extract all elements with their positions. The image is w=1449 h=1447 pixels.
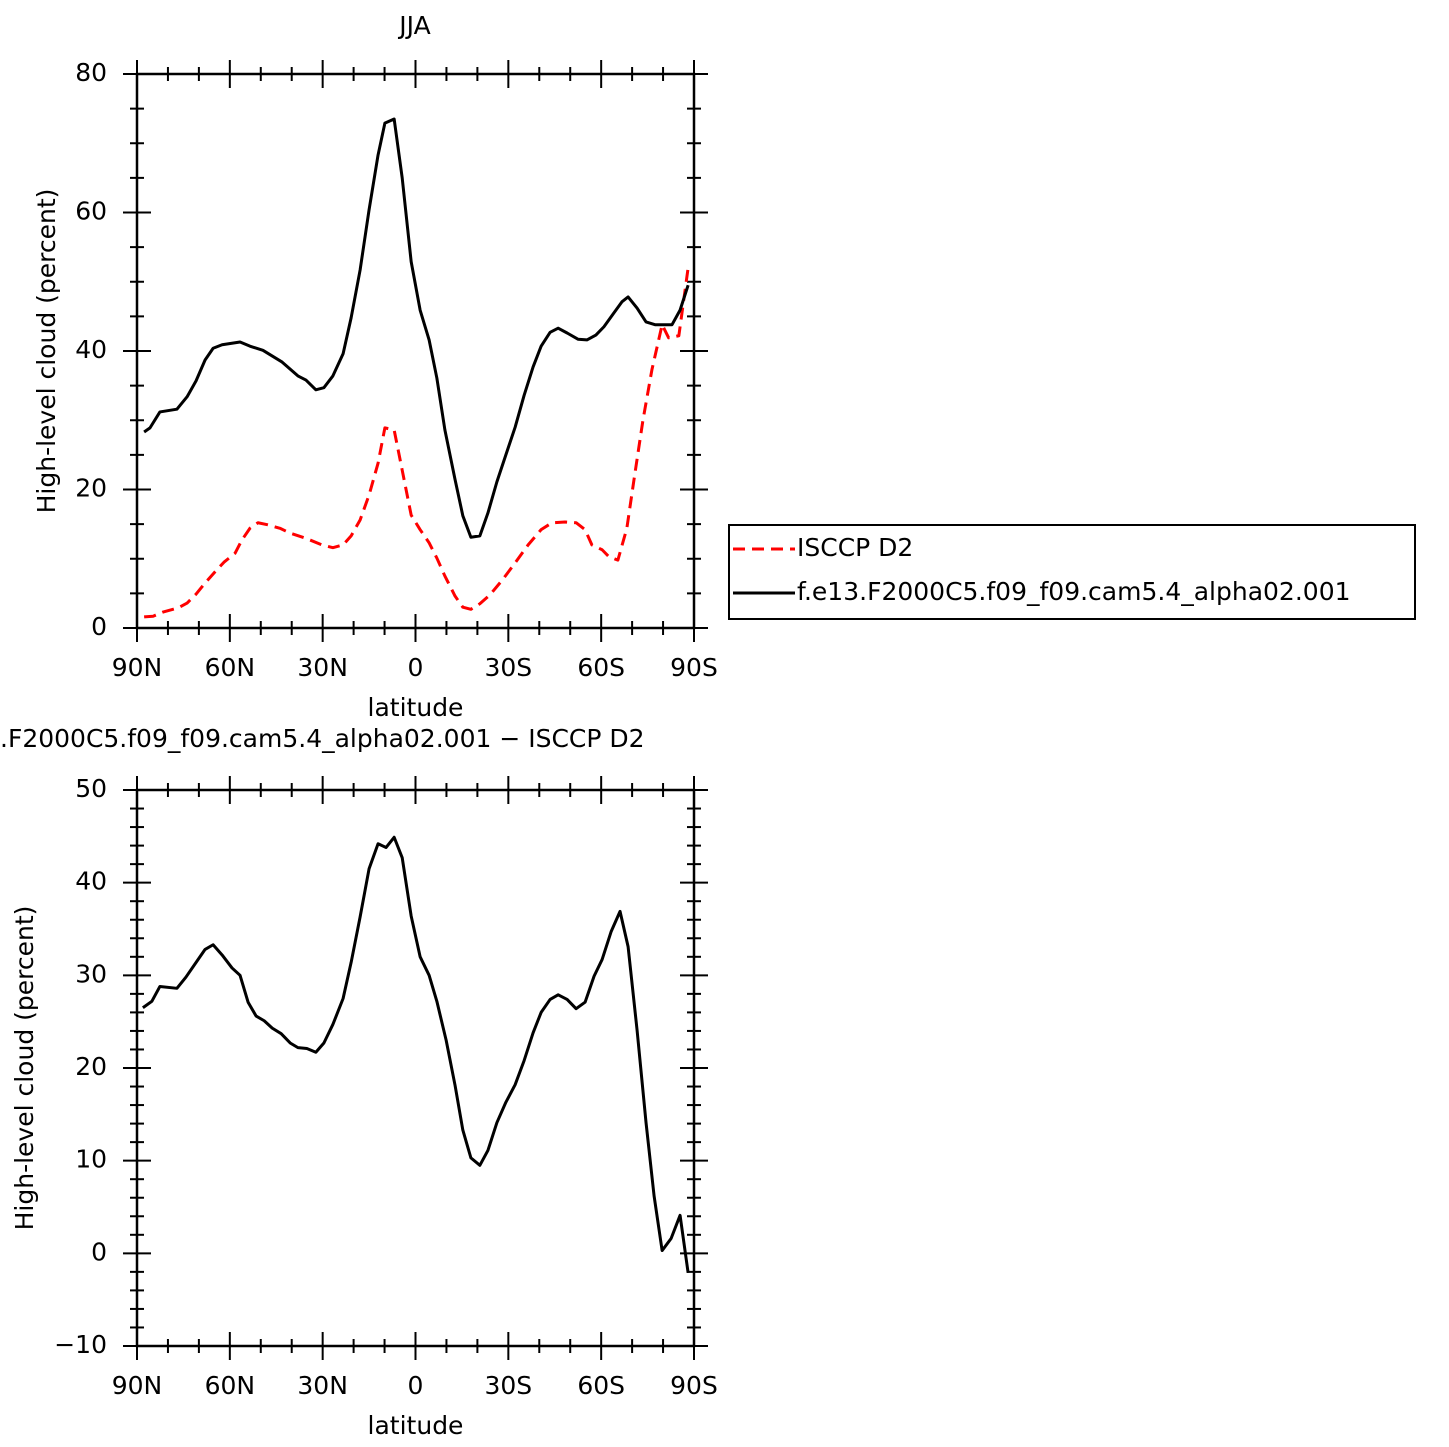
plot-frame [135,72,696,630]
data-line [143,117,690,539]
x-tick-label: 90S [670,1371,718,1400]
x-tick-label: 30N [297,1371,348,1400]
x-tick-label: 60N [205,1371,256,1400]
x-tick-label: 30N [297,653,348,682]
legend-box [728,524,1416,620]
y-tick-label: 20 [75,1052,107,1081]
y-tick-label: 40 [75,335,107,364]
y-tick-label: 50 [75,774,107,803]
y-tick-label: 20 [75,474,107,503]
legend-label: ISCCP D2 [797,533,913,562]
x-tick-label: 60S [577,1371,625,1400]
y-tick-label: 10 [75,1145,107,1174]
x-tick-label: 30S [484,653,532,682]
y-tick-label: 0 [91,1237,107,1266]
legend-label: f.e13.F2000C5.f09_f09.cam5.4_alpha02.001 [797,577,1351,606]
x-tick-label: 90N [112,1371,163,1400]
y-tick-label: 40 [75,867,107,896]
x-tick-label: 60S [577,653,625,682]
x-tick-label: 0 [408,653,424,682]
y-tick-label: 80 [75,58,107,87]
y-tick-label: −10 [54,1330,107,1359]
x-tick-label: 60N [205,653,256,682]
y-tick-label: 30 [75,959,107,988]
y-tick-label: 60 [75,197,107,226]
x-tick-label: 90S [670,653,718,682]
chart-title: .F2000C5.f09_f09.cam5.4_alpha02.001 − IS… [0,724,645,753]
chart-title: JJA [397,11,430,40]
y-axis-label: High-level cloud (percent) [32,189,61,514]
x-tick-label: 0 [408,1371,424,1400]
y-axis-label: High-level cloud (percent) [10,906,39,1231]
x-axis-label: latitude [368,1411,464,1440]
data-line [142,835,690,1273]
x-tick-label: 30S [484,1371,532,1400]
plot-frame [135,788,696,1348]
x-axis-label: latitude [368,693,464,722]
x-tick-label: 90N [112,653,163,682]
y-tick-label: 0 [91,612,107,641]
data-line [144,267,690,619]
